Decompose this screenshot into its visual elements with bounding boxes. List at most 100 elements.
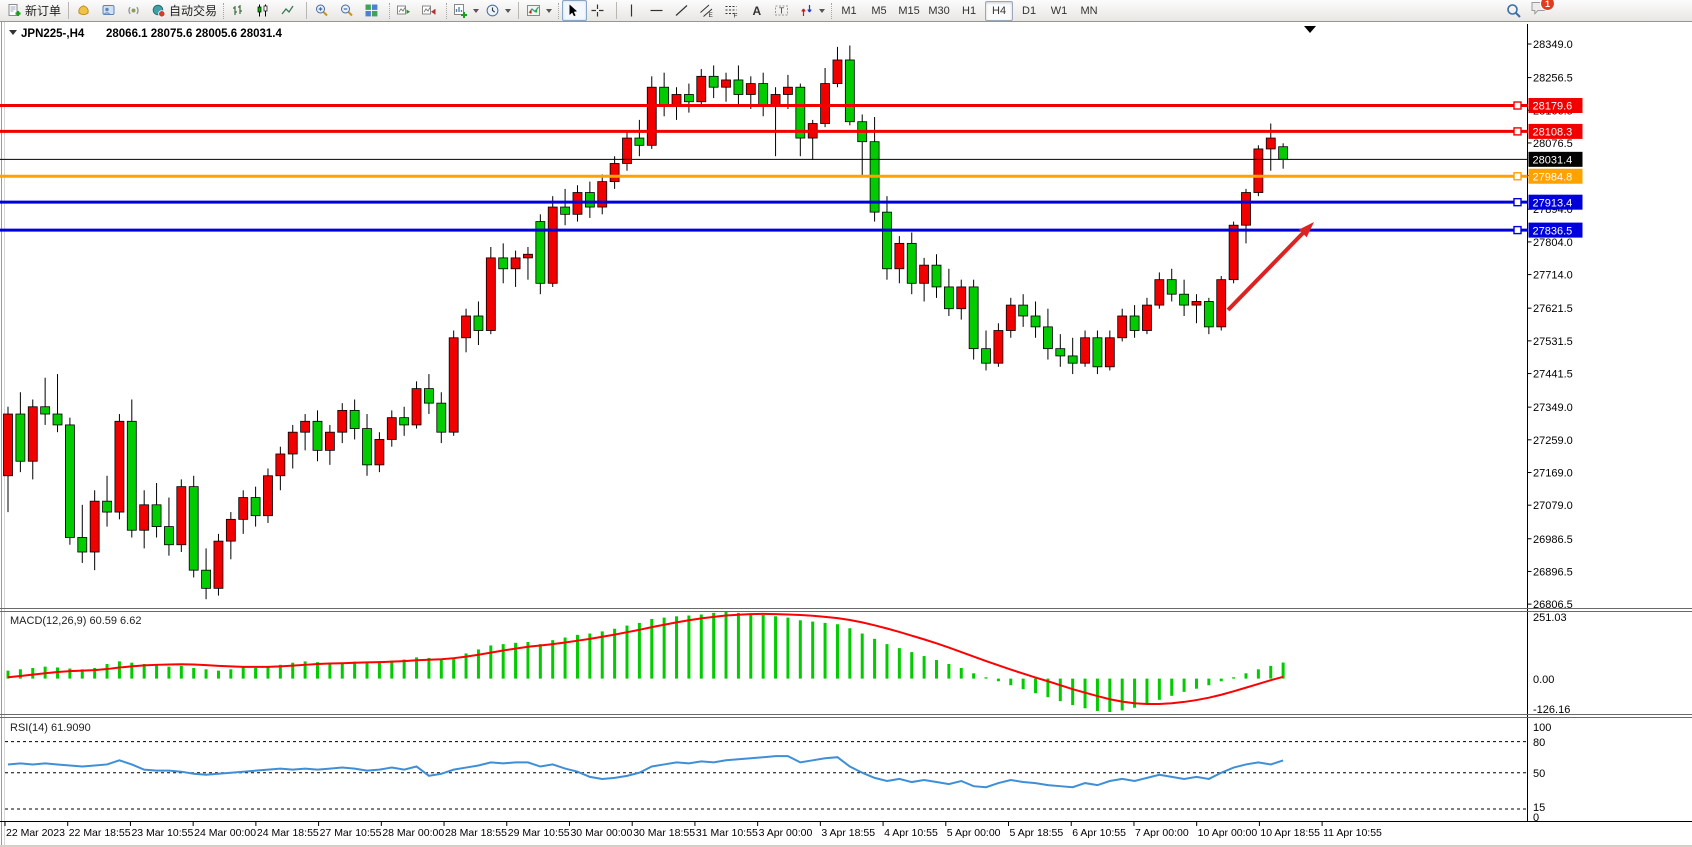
new-order-button[interactable]: 新订单 [4, 0, 64, 21]
date-tick-label: 30 Mar 18:55 [633, 827, 695, 839]
bear-candle [733, 79, 744, 95]
bull-candle [176, 486, 187, 546]
timeframe-button-m1[interactable]: M1 [841, 4, 857, 17]
tile-windows-button[interactable] [361, 0, 386, 21]
crosshair-button[interactable] [587, 0, 612, 21]
price-line-label: 28031.4 [1533, 155, 1573, 167]
price-tick-label: 27714.0 [1533, 270, 1573, 282]
line-handle[interactable] [1513, 197, 1522, 207]
scroll-to-end-icon[interactable] [1304, 26, 1316, 33]
fibonacci-button[interactable]: F [721, 0, 746, 21]
timeframe-button-h1[interactable]: H1 [962, 4, 977, 17]
price-line-label: 28108.3 [1533, 127, 1573, 139]
candlestick-chart-button[interactable] [252, 0, 277, 21]
date-tick-label: 23 Mar 10:55 [131, 827, 193, 839]
bear-candle [102, 500, 112, 513]
arrows-button[interactable] [796, 0, 828, 21]
vertical-line-icon [630, 4, 633, 17]
bull-candle [324, 431, 335, 451]
cursor-button[interactable] [562, 0, 588, 21]
line-handle[interactable] [1513, 225, 1522, 235]
bull-candle [622, 137, 632, 164]
zoom-in-button[interactable] [311, 0, 336, 21]
auto-scroll-button[interactable] [393, 0, 418, 21]
bear-candle [1018, 304, 1029, 317]
timeframe-button-d1[interactable]: D1 [1022, 4, 1037, 17]
svg-text:T: T [779, 6, 784, 16]
date-tick-label: 28 Mar 00:00 [382, 827, 444, 839]
search-icon[interactable] [1506, 3, 1522, 19]
price-tick-label: 27531.5 [1533, 336, 1573, 348]
date-tick-label: 10 Apr 18:55 [1260, 827, 1320, 839]
line-handle[interactable] [1513, 101, 1522, 110]
bear-candle [1278, 146, 1289, 160]
new-chart-button[interactable] [450, 0, 482, 21]
bear-candle [1043, 326, 1053, 350]
market-watch-button[interactable] [98, 0, 123, 21]
bull-candle [386, 417, 397, 440]
timeframe-button-m15[interactable]: M15 [898, 4, 920, 17]
price-tick-label: 26986.5 [1533, 534, 1573, 546]
trend-arrow-shaft[interactable] [1226, 231, 1305, 312]
period-button[interactable] [482, 0, 514, 21]
price-line-label-box [1528, 168, 1583, 184]
date-tick-label: 24 Mar 00:00 [194, 827, 256, 839]
timeframe-button-w1[interactable]: W1 [1050, 4, 1068, 17]
new-chart-icon [454, 4, 468, 18]
rsi-label: RSI(14) 61.9090 [10, 722, 91, 734]
templates-button[interactable] [523, 0, 555, 21]
horizontal-line-button[interactable] [646, 0, 671, 21]
bar-chart-button[interactable] [227, 0, 252, 21]
trend-arrow-head[interactable] [1298, 222, 1314, 238]
bull-candle [523, 253, 533, 259]
bear-candle [201, 569, 211, 589]
text-label-button[interactable]: T [771, 0, 796, 21]
timeframe-button-mn[interactable]: MN [1080, 4, 1098, 17]
text-button[interactable]: A [746, 0, 771, 21]
timeframe-button-h4[interactable]: H4 [985, 0, 1014, 21]
equidistant-channel-button[interactable]: E [696, 0, 721, 21]
candlestick-chart-icon [257, 4, 268, 17]
market-watch-icon [102, 5, 115, 15]
line-handle[interactable] [1513, 172, 1522, 181]
date-tick-label: 11 Apr 10:55 [1323, 827, 1382, 839]
arrows-icon [801, 5, 812, 16]
bull-candle [1142, 304, 1152, 331]
bear-candle [560, 206, 570, 215]
dropdown-caret [473, 8, 480, 13]
signals-button[interactable] [123, 0, 148, 21]
community-button[interactable] [73, 0, 98, 21]
date-tick-label: 5 Apr 00:00 [947, 827, 1001, 839]
symbol-dropdown-icon[interactable] [9, 30, 17, 35]
date-tick-label: 24 Mar 18:55 [257, 827, 319, 839]
bear-candle [52, 413, 63, 426]
line-chart-button[interactable] [277, 0, 302, 21]
price-line-label-box [1528, 123, 1583, 139]
bull-candle [1117, 315, 1128, 339]
rsi-axis-label: 0 [1533, 812, 1539, 824]
bull-candle [411, 388, 422, 426]
bear-candle [968, 286, 979, 350]
autotrading-button[interactable]: 自动交易 [148, 0, 220, 21]
toolbar-separator [68, 2, 70, 19]
trendline-button[interactable] [671, 0, 696, 21]
rsi-axis-label: 50 [1533, 768, 1545, 780]
line-handle[interactable] [1513, 127, 1522, 136]
rsi-line [7, 755, 1284, 789]
timeframe-button-m5[interactable]: M5 [871, 4, 887, 17]
bear-candle [659, 86, 670, 106]
chart-shift-button[interactable] [418, 0, 443, 21]
bull-candle [671, 94, 682, 106]
vertical-line-button[interactable] [621, 0, 646, 21]
zoom-out-button[interactable] [336, 0, 361, 21]
bull-candle [300, 420, 311, 433]
bear-candle [535, 221, 546, 284]
chart-shift-icon [422, 5, 436, 15]
toolbar-grip [389, 2, 391, 19]
bull-candle [1228, 224, 1239, 281]
bull-candle [832, 59, 843, 84]
timeframe-button-m30[interactable]: M30 [928, 4, 950, 17]
date-tick-label: 4 Apr 10:55 [884, 827, 938, 839]
notifications-button[interactable]: 1 [1530, 0, 1555, 21]
